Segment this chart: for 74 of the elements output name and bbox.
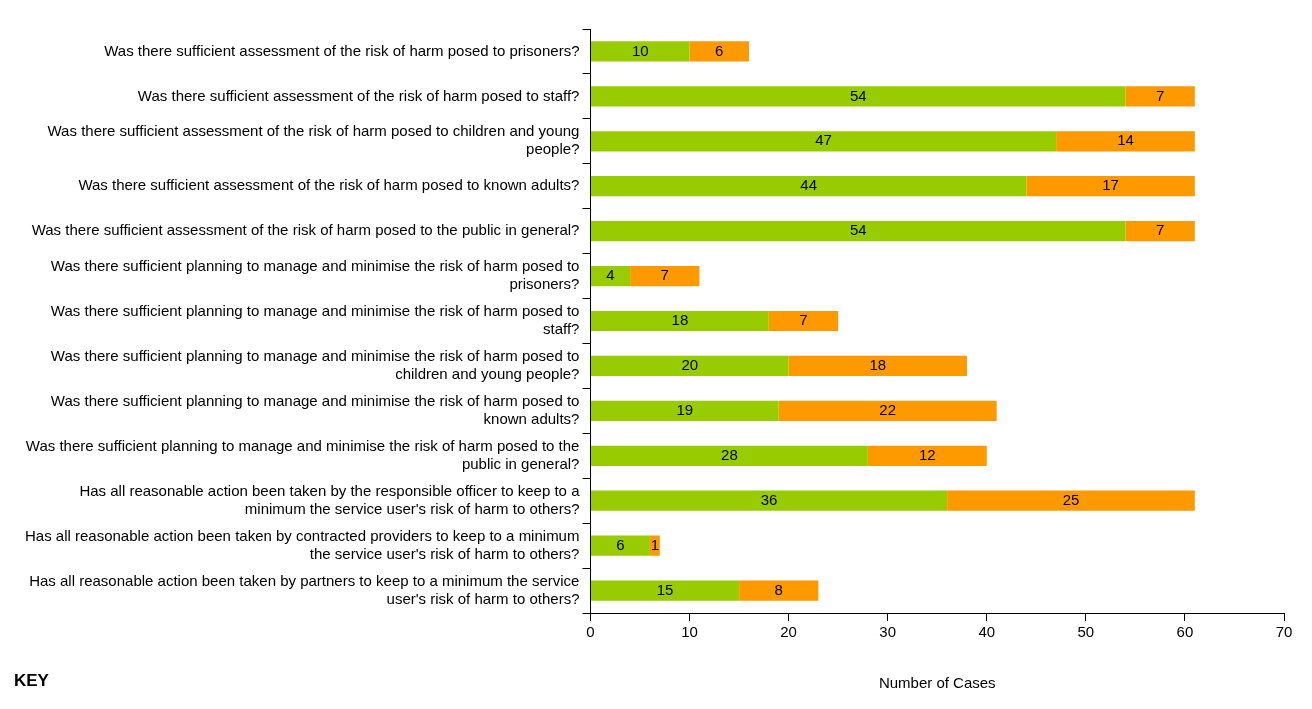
x-tick-label: 40	[978, 623, 996, 641]
data-label: 7	[1155, 221, 1165, 239]
y-tick-label: Was there sufficient planning to manage and minimise the risk of harm posed to known adults?	[50, 391, 580, 427]
bar	[590, 400, 779, 421]
bar	[590, 221, 1126, 242]
bar	[947, 490, 1195, 511]
data-label: 7	[799, 311, 808, 329]
data-label: 54	[849, 86, 867, 104]
data-label: 28	[721, 445, 738, 463]
data-label: 10	[631, 41, 649, 59]
bar	[788, 355, 967, 377]
bar	[590, 41, 690, 62]
bar	[590, 535, 650, 556]
data-label: 12	[918, 445, 936, 463]
data-label: 8	[774, 580, 783, 598]
bar	[1026, 176, 1195, 197]
data-label: 15	[656, 580, 674, 598]
data-label: 18	[869, 356, 887, 374]
bar	[739, 580, 819, 601]
x-tick-label: 10	[681, 623, 698, 641]
bar	[590, 176, 1027, 197]
bar	[689, 41, 749, 62]
data-label: 1	[650, 535, 660, 553]
x-tick-label: 50	[1077, 623, 1095, 641]
bar	[778, 400, 997, 421]
data-label: 44	[800, 176, 818, 194]
data-label: 54	[849, 221, 867, 239]
bar	[590, 445, 868, 466]
bar	[1125, 86, 1195, 107]
data-label: 17	[1102, 176, 1119, 194]
x-tick-label: 0	[586, 623, 595, 641]
y-tick-label: Was there sufficient assessment of the risk of harm posed to children and young people?	[47, 122, 580, 158]
y-tick-label: Has all reasonable action been taken by the responsible officer to keep to a minimum the service user's risk of harm to others?	[79, 481, 581, 517]
x-tick-label: 30	[879, 623, 897, 641]
bar	[867, 445, 987, 466]
y-tick-label: Has all reasonable action been taken by partners to keep to a minimum the service user's risk of harm to others?	[29, 571, 580, 607]
x-tick-label: 60	[1176, 623, 1194, 641]
y-tick-label: Was there sufficient planning to manage and minimise the risk of harm posed to staff?	[50, 302, 580, 338]
data-label: 6	[616, 535, 625, 553]
y-tick-label: Was there sufficient planning to manage and minimise the risk of harm posed to prisoners?	[50, 257, 580, 293]
y-tick-label: Has all reasonable action been taken by contracted providers to keep to a minimum the service user's risk of harm to others?	[24, 526, 580, 562]
data-label: 47	[815, 131, 832, 149]
bar	[630, 265, 700, 287]
x-axis-title: Number of Cases	[878, 674, 996, 692]
y-tick-label: Was there sufficient planning to manage and minimise the risk of harm posed to children and young people?	[50, 347, 580, 383]
bar	[1125, 221, 1195, 242]
data-label: 25	[1062, 490, 1080, 508]
data-label: 7	[660, 266, 669, 284]
text: KEY	[14, 670, 50, 690]
y-tick-label: Was there sufficient assessment of the risk of harm posed to the public in general?	[31, 221, 580, 239]
y-tick-label: Was there sufficient planning to manage and minimise the risk of harm posed to the public in general?	[25, 436, 580, 472]
y-tick-label: Was there sufficient assessment of the risk of harm posed to prisoners?	[104, 41, 580, 59]
data-label: 36	[760, 490, 778, 508]
bar	[590, 86, 1126, 107]
data-label: 20	[681, 356, 699, 374]
x-tick-label: 70	[1275, 623, 1293, 641]
bar	[590, 265, 631, 287]
y-tick-label: Was there sufficient assessment of the risk of harm posed to staff?	[137, 86, 580, 104]
data-label: 18	[671, 311, 689, 329]
bar	[590, 490, 948, 511]
bar	[1056, 131, 1195, 152]
data-label: 14	[1117, 131, 1134, 149]
data-label: 22	[879, 400, 897, 418]
bar	[768, 310, 839, 332]
data-label: 7	[1155, 86, 1165, 104]
data-label: 4	[606, 266, 615, 284]
bar	[590, 310, 769, 332]
bar	[590, 580, 740, 601]
bar	[590, 355, 789, 377]
y-tick-label: Was there sufficient assessment of the risk of harm posed to known adults?	[78, 176, 580, 194]
data-label: 19	[676, 400, 694, 418]
bar	[590, 131, 1057, 152]
data-label: 6	[715, 41, 724, 59]
x-tick-label: 20	[780, 623, 797, 641]
